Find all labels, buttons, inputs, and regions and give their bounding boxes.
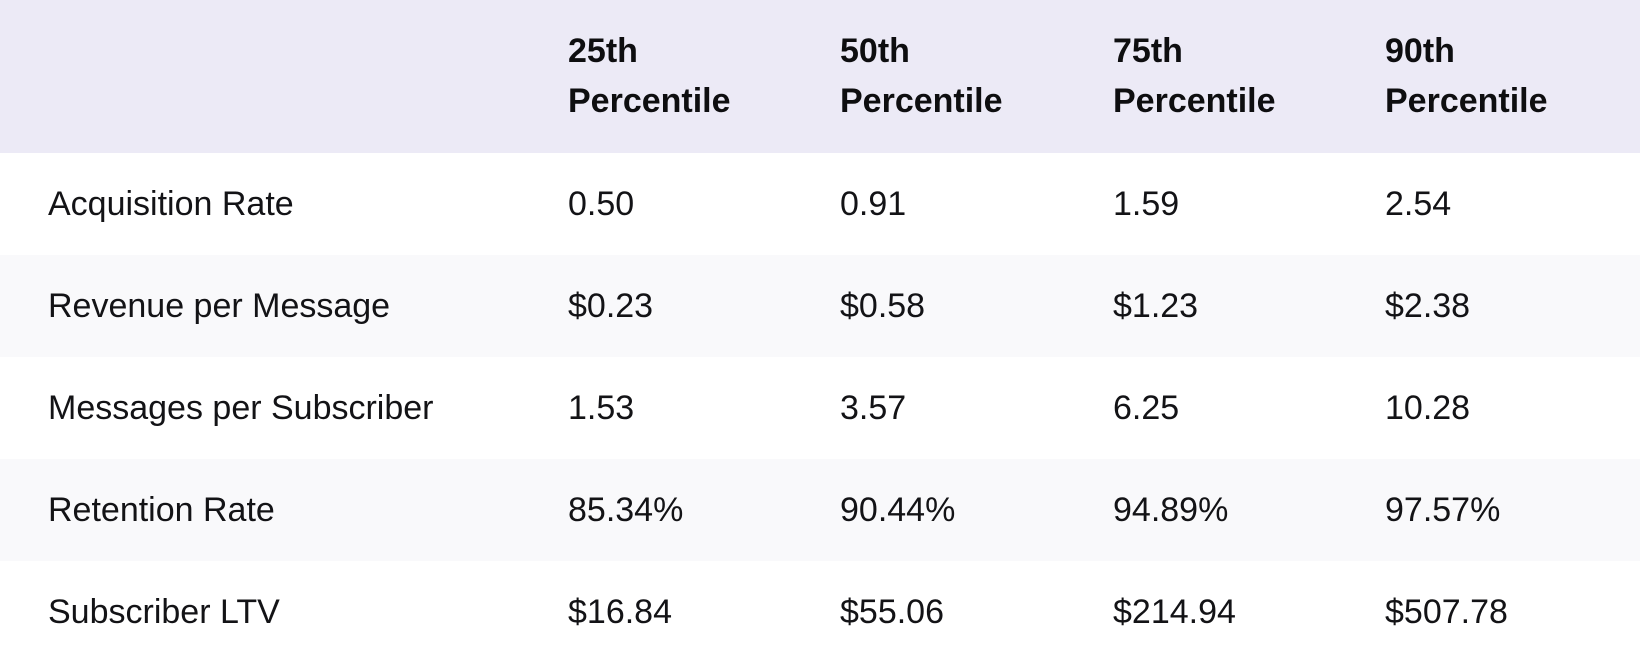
- table-row-messages-per-subscriber: Messages per Subscriber 1.53 3.57 6.25 1…: [0, 357, 1640, 459]
- cell-value: 3.57: [840, 388, 907, 427]
- cell-value: 90.44%: [840, 490, 956, 529]
- cell-value: $0.23: [568, 286, 654, 325]
- cell-value: $214.94: [1113, 592, 1236, 631]
- row-label: Revenue per Message: [48, 286, 391, 325]
- cell-value: $16.84: [568, 592, 672, 631]
- cell-value: 1.53: [568, 388, 635, 427]
- cell-value: 2.54: [1385, 184, 1452, 223]
- cell-value: 94.89%: [1113, 490, 1229, 529]
- header-cell-90th-percentile: 90th Percentile: [1385, 32, 1548, 120]
- cell-value: 0.91: [840, 184, 907, 223]
- table-row-retention-rate: Retention Rate 85.34% 90.44% 94.89% 97.5…: [0, 459, 1640, 561]
- header-cell-50th-percentile: 50th Percentile: [840, 32, 1003, 120]
- cell-value: 10.28: [1385, 388, 1471, 427]
- cell-value: 6.25: [1113, 388, 1180, 427]
- row-label: Messages per Subscriber: [48, 388, 434, 427]
- cell-value: 1.59: [1113, 184, 1180, 223]
- table-row-revenue-per-message: Revenue per Message $0.23 $0.58 $1.23 $2…: [0, 255, 1640, 357]
- cell-value: $1.23: [1113, 286, 1199, 325]
- header-cell-25th-percentile: 25th Percentile: [568, 32, 731, 120]
- cell-value: $0.58: [840, 286, 926, 325]
- row-label: Retention Rate: [48, 490, 275, 529]
- cell-value: 0.50: [568, 184, 635, 223]
- header-row: 25th Percentile 50th Percentile 75th Per…: [0, 0, 1640, 153]
- header-cell-75th-percentile: 75th Percentile: [1113, 32, 1276, 120]
- table-row-acquisition-rate: Acquisition Rate 0.50 0.91 1.59 2.54: [0, 153, 1640, 255]
- table-row-subscriber-ltv: Subscriber LTV $16.84 $55.06 $214.94 $50…: [0, 561, 1640, 663]
- cell-value: $55.06: [840, 592, 944, 631]
- cell-value: $507.78: [1385, 592, 1508, 631]
- cell-value: 85.34%: [568, 490, 684, 529]
- row-label: Acquisition Rate: [48, 184, 294, 223]
- row-label: Subscriber LTV: [48, 592, 280, 631]
- cell-value: 97.57%: [1385, 490, 1501, 529]
- cell-value: $2.38: [1385, 286, 1471, 325]
- header-cell-metric: [0, 0, 520, 153]
